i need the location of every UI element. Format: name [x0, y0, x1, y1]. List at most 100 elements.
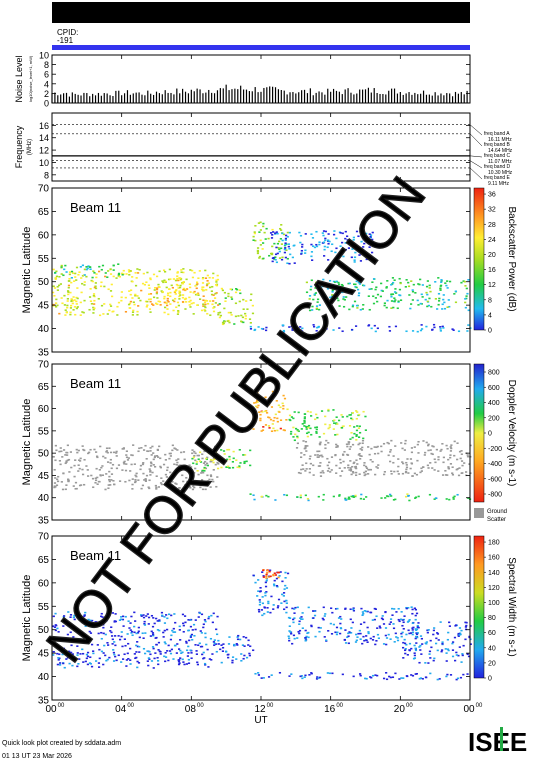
velocity-cell: [86, 475, 90, 477]
power-cell: [167, 288, 171, 290]
power-cell: [420, 324, 423, 326]
power-cell: [112, 275, 115, 278]
velocity-cell: [206, 480, 210, 482]
velocity-cell: [401, 447, 404, 450]
velocity-cell: [397, 465, 400, 468]
time-tick-sup: 00: [336, 703, 343, 709]
power-cell: [217, 312, 220, 314]
power-cell: [204, 306, 207, 309]
power-cell: [167, 313, 170, 316]
power-cell: [194, 285, 197, 287]
width-cell: [183, 663, 186, 666]
power-cell: [262, 328, 265, 330]
power-cell: [467, 279, 470, 281]
velocity-cell: [349, 468, 353, 471]
power-cell: [59, 283, 62, 285]
velocity-cell: [383, 471, 386, 473]
width-cell: [113, 641, 116, 643]
power-cell: [465, 295, 468, 297]
width-cell: [183, 615, 187, 617]
power-cell: [66, 306, 69, 309]
width-cell: [124, 644, 127, 647]
y-tick-label: 55: [38, 602, 50, 613]
velocity-cell: [364, 415, 367, 418]
velocity-cell: [318, 436, 321, 438]
width-cell: [192, 623, 196, 626]
time-tick-label: 00: [45, 704, 57, 715]
velocity-cell: [355, 434, 358, 436]
power-cell: [152, 304, 155, 306]
velocity-cell: [109, 484, 112, 486]
velocity-cell: [272, 419, 275, 422]
power-cell: [206, 302, 210, 305]
velocity-cell: [344, 497, 347, 500]
velocity-cell: [195, 461, 198, 463]
velocity-cell: [168, 478, 172, 480]
colorbar-tick-label: 800: [488, 370, 500, 377]
width-cell: [444, 648, 447, 650]
power-cell: [52, 285, 55, 288]
velocity-cell: [218, 456, 222, 458]
velocity-cell: [305, 432, 309, 435]
velocity-cell: [352, 472, 355, 474]
velocity-cell: [196, 454, 199, 457]
width-cell: [181, 613, 185, 616]
isee-logo-accent: [500, 727, 503, 751]
width-cell: [413, 607, 416, 610]
width-cell: [359, 632, 362, 635]
power-cell: [217, 304, 220, 306]
y-tick-label: 70: [38, 360, 50, 371]
width-cell: [252, 649, 255, 652]
width-cell: [165, 614, 168, 616]
width-cell: [454, 624, 458, 626]
power-cell: [268, 254, 271, 257]
velocity-cell: [304, 447, 307, 450]
power-cell: [376, 300, 379, 303]
width-cell: [215, 650, 218, 653]
velocity-cell: [314, 454, 317, 456]
power-cell: [281, 232, 284, 235]
velocity-cell: [307, 426, 310, 429]
width-cell: [79, 638, 82, 640]
velocity-cell: [81, 473, 85, 476]
power-cell: [120, 296, 123, 299]
power-cell: [137, 297, 140, 299]
velocity-cell: [304, 494, 307, 497]
power-cell: [315, 245, 319, 248]
power-cell: [347, 289, 351, 292]
power-cell: [81, 311, 84, 313]
width-cell: [440, 649, 444, 651]
power-cell: [352, 242, 355, 245]
power-cell: [361, 284, 365, 287]
power-cell: [185, 288, 189, 290]
power-cell: [370, 327, 373, 330]
width-cell: [265, 575, 268, 578]
velocity-cell: [457, 474, 461, 477]
power-cell: [75, 303, 78, 305]
power-cell: [129, 307, 132, 309]
width-cell: [138, 636, 141, 639]
velocity-cell: [389, 451, 392, 453]
velocity-cell: [416, 443, 419, 446]
velocity-cell: [419, 471, 422, 474]
width-cell: [385, 637, 389, 639]
width-cell: [54, 612, 57, 615]
power-cell: [215, 292, 218, 294]
power-cell: [252, 235, 255, 238]
width-cell: [58, 664, 62, 666]
velocity-cell: [105, 473, 108, 475]
power-cell: [124, 310, 128, 313]
power-cell: [230, 314, 233, 316]
power-cell: [279, 227, 282, 230]
velocity-cell: [307, 431, 310, 434]
power-cell: [249, 322, 252, 324]
velocity-cell: [392, 461, 395, 464]
power-cell: [194, 293, 198, 296]
width-cell: [110, 626, 113, 629]
width-cell: [283, 608, 286, 611]
width-cell: [411, 629, 414, 631]
velocity-cell: [350, 495, 353, 498]
velocity-cell: [444, 474, 448, 476]
power-cell: [69, 307, 73, 309]
power-cell: [52, 268, 55, 271]
